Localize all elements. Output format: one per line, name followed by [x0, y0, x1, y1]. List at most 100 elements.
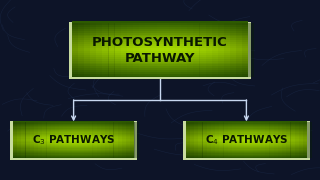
Bar — [207, 122, 211, 158]
Bar — [265, 122, 270, 158]
Bar — [187, 23, 194, 77]
Bar — [274, 122, 278, 158]
Bar — [72, 21, 248, 23]
Bar — [181, 23, 188, 77]
Bar — [72, 31, 248, 33]
Bar — [113, 122, 118, 158]
Bar — [105, 122, 109, 158]
Bar — [72, 27, 248, 29]
Bar — [13, 136, 134, 137]
Bar — [223, 122, 228, 158]
Bar — [13, 131, 134, 132]
Bar — [230, 23, 236, 77]
Bar — [72, 33, 248, 35]
Bar — [126, 122, 130, 158]
Bar — [13, 132, 134, 134]
Bar — [157, 23, 163, 77]
Bar — [169, 23, 175, 77]
Bar — [224, 23, 230, 77]
Bar — [13, 148, 134, 150]
Text: PHOTOSYNTHETIC
PATHWAY: PHOTOSYNTHETIC PATHWAY — [92, 36, 228, 65]
Bar — [72, 40, 248, 42]
Bar — [13, 145, 134, 146]
Bar — [186, 152, 307, 153]
Bar — [21, 122, 26, 158]
Bar — [186, 122, 190, 158]
Bar — [186, 140, 307, 141]
Bar — [72, 36, 248, 38]
Bar — [242, 23, 248, 77]
Bar — [236, 23, 242, 77]
Text: C$_{3}$ PATHWAYS: C$_{3}$ PATHWAYS — [32, 134, 115, 147]
Bar — [13, 122, 134, 124]
Bar — [248, 23, 254, 77]
Bar — [186, 126, 307, 127]
Bar — [13, 152, 134, 153]
Bar — [42, 122, 46, 158]
Bar — [51, 122, 55, 158]
Text: C$_{4}$ PATHWAYS: C$_{4}$ PATHWAYS — [205, 134, 288, 147]
Bar — [38, 122, 42, 158]
Bar — [72, 23, 248, 25]
Bar — [133, 23, 139, 77]
Bar — [186, 157, 307, 158]
Bar — [186, 131, 307, 132]
Bar — [186, 141, 307, 142]
Bar — [186, 146, 307, 147]
Bar — [72, 25, 248, 27]
Bar — [13, 141, 134, 142]
Bar — [13, 125, 134, 126]
Bar — [72, 64, 248, 66]
Bar — [118, 122, 122, 158]
Bar — [13, 151, 134, 152]
Bar — [215, 122, 219, 158]
Bar — [261, 122, 266, 158]
Bar — [29, 122, 34, 158]
Bar — [303, 122, 308, 158]
Bar — [186, 153, 307, 155]
Bar — [97, 122, 101, 158]
Bar — [72, 29, 248, 31]
Bar — [72, 57, 248, 59]
Bar — [72, 66, 248, 68]
Bar — [240, 122, 244, 158]
Bar — [13, 123, 134, 125]
Bar — [299, 122, 303, 158]
Bar — [13, 142, 134, 143]
Bar — [72, 48, 248, 50]
Bar — [286, 122, 291, 158]
Bar — [115, 23, 121, 77]
Bar — [72, 74, 248, 76]
Bar — [13, 146, 134, 147]
Bar — [17, 122, 21, 158]
Bar — [186, 137, 307, 139]
Bar — [186, 130, 307, 131]
Bar — [186, 150, 307, 151]
Bar — [236, 122, 240, 158]
Bar — [72, 34, 248, 36]
Bar — [63, 122, 68, 158]
Bar — [55, 122, 59, 158]
Bar — [307, 122, 312, 158]
Bar — [186, 122, 307, 124]
Bar — [218, 23, 224, 77]
Bar — [72, 62, 248, 64]
Bar — [211, 122, 215, 158]
Bar — [72, 70, 248, 72]
Bar — [72, 59, 248, 61]
Bar — [186, 138, 307, 140]
Bar — [193, 23, 200, 77]
Bar — [13, 140, 134, 141]
Bar — [205, 23, 212, 77]
Bar — [101, 122, 105, 158]
Bar — [88, 122, 93, 158]
Bar — [96, 23, 102, 77]
Bar — [13, 137, 134, 139]
Bar — [186, 121, 307, 122]
Bar — [190, 122, 194, 158]
Bar — [186, 133, 307, 135]
Bar — [228, 122, 232, 158]
Bar — [92, 122, 97, 158]
Bar — [186, 147, 307, 148]
Bar — [175, 23, 181, 77]
